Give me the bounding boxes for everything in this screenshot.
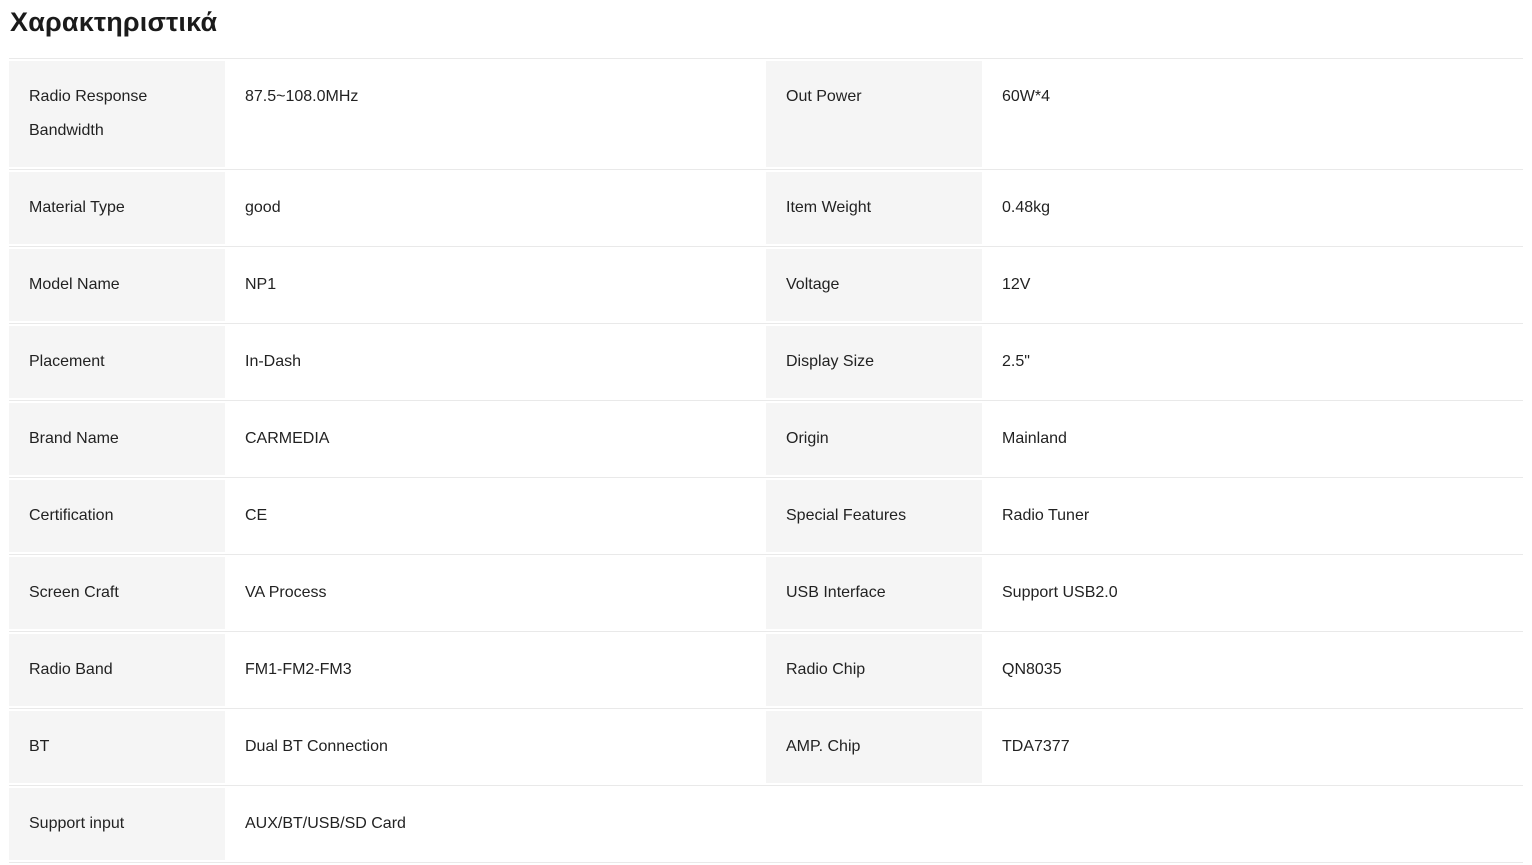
spec-value: 12V: [982, 249, 1523, 321]
spec-value: 87.5~108.0MHz: [225, 61, 766, 167]
spec-label: Brand Name: [9, 403, 225, 475]
spec-value: Support USB2.0: [982, 557, 1523, 629]
spec-value: CE: [225, 480, 766, 552]
spec-label: Item Weight: [766, 172, 982, 244]
spec-value: VA Process: [225, 557, 766, 629]
spec-label: Radio Band: [9, 634, 225, 706]
spec-value: Dual BT Connection: [225, 711, 766, 783]
spec-value: 60W*4: [982, 61, 1523, 167]
spec-value: TDA7377: [982, 711, 1523, 783]
spec-value: Mainland: [982, 403, 1523, 475]
page-title: Χαρακτηριστικά: [10, 7, 218, 37]
table-row: Radio Band FM1-FM2-FM3 Radio Chip QN8035: [9, 631, 1523, 708]
table-row: BT Dual BT Connection AMP. Chip TDA7377: [9, 708, 1523, 785]
spec-table: Radio Response Bandwidth 87.5~108.0MHz O…: [9, 58, 1523, 863]
spec-label: Radio Response Bandwidth: [9, 61, 225, 167]
table-row: Brand Name CARMEDIA Origin Mainland: [9, 400, 1523, 477]
spec-value: QN8035: [982, 634, 1523, 706]
table-row: Model Name NP1 Voltage 12V: [9, 246, 1523, 323]
spec-value: In-Dash: [225, 326, 766, 398]
spec-value: Radio Tuner: [982, 480, 1523, 552]
table-row: Radio Response Bandwidth 87.5~108.0MHz O…: [9, 59, 1523, 169]
spec-label: Screen Craft: [9, 557, 225, 629]
spec-value: FM1-FM2-FM3: [225, 634, 766, 706]
spec-value: good: [225, 172, 766, 244]
spec-value: AUX/BT/USB/SD Card: [225, 788, 1523, 860]
table-row: Placement In-Dash Display Size 2.5": [9, 323, 1523, 400]
table-row: Material Type good Item Weight 0.48kg: [9, 169, 1523, 246]
table-row: Certification CE Special Features Radio …: [9, 477, 1523, 554]
table-row: Screen Craft VA Process USB Interface Su…: [9, 554, 1523, 631]
spec-label: Origin: [766, 403, 982, 475]
spec-label: Material Type: [9, 172, 225, 244]
spec-value: CARMEDIA: [225, 403, 766, 475]
spec-label: Special Features: [766, 480, 982, 552]
table-row: Support input AUX/BT/USB/SD Card: [9, 785, 1523, 862]
spec-label: AMP. Chip: [766, 711, 982, 783]
spec-label: Voltage: [766, 249, 982, 321]
spec-label: USB Interface: [766, 557, 982, 629]
spec-value: 0.48kg: [982, 172, 1523, 244]
spec-label: Model Name: [9, 249, 225, 321]
spec-label: Certification: [9, 480, 225, 552]
spec-label: Radio Chip: [766, 634, 982, 706]
spec-label: Out Power: [766, 61, 982, 167]
spec-value: NP1: [225, 249, 766, 321]
spec-label: Support input: [9, 788, 225, 860]
spec-label: BT: [9, 711, 225, 783]
spec-value: 2.5": [982, 326, 1523, 398]
spec-label: Display Size: [766, 326, 982, 398]
spec-label: Placement: [9, 326, 225, 398]
